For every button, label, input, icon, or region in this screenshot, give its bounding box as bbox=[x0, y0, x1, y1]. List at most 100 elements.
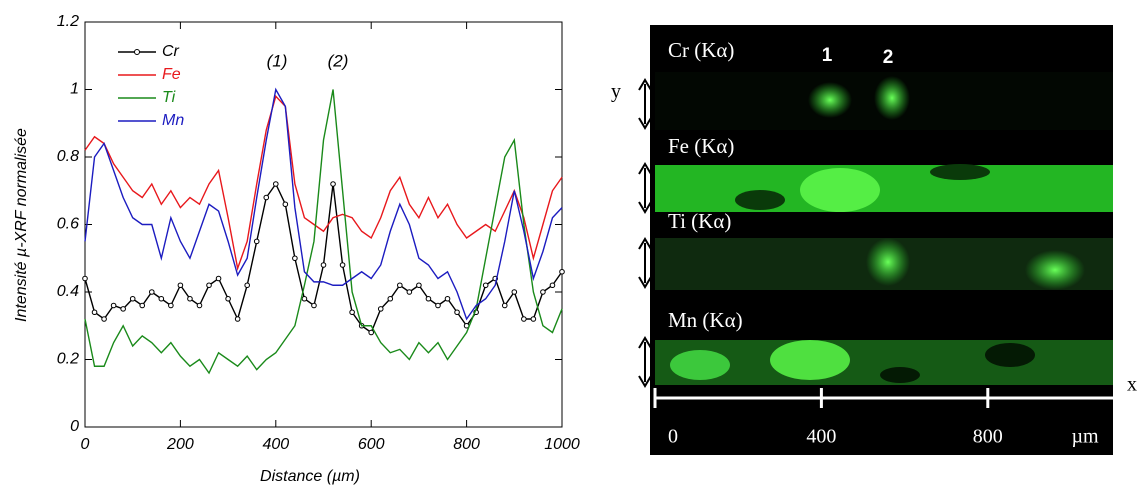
data-point bbox=[273, 181, 279, 187]
annotation: (1) bbox=[267, 51, 288, 70]
data-point bbox=[187, 295, 193, 302]
spot-label: 1 bbox=[822, 45, 833, 66]
legend-label: Mn bbox=[162, 112, 184, 129]
data-point bbox=[320, 262, 327, 268]
x-tick-label: 600 bbox=[358, 436, 385, 453]
data-point bbox=[148, 289, 155, 295]
data-point bbox=[215, 275, 222, 282]
ti-spot bbox=[1025, 250, 1085, 290]
data-point bbox=[91, 309, 98, 316]
mn-bright bbox=[670, 350, 730, 380]
data-point bbox=[196, 302, 203, 309]
data-point bbox=[454, 309, 460, 316]
data-point bbox=[139, 302, 146, 309]
data-point bbox=[301, 295, 308, 302]
scale-unit: µm bbox=[1071, 426, 1099, 448]
y-axis-label: Intensité µ-XRF normalisée bbox=[13, 128, 30, 322]
strip-label: Mn (Kα) bbox=[668, 308, 743, 332]
legend-label: Fe bbox=[162, 66, 181, 83]
data-point bbox=[482, 282, 489, 289]
x-axis-label: Distance (µm) bbox=[260, 468, 360, 485]
y-direction-label: y bbox=[611, 81, 621, 103]
cr-spot bbox=[808, 82, 852, 118]
data-point bbox=[339, 262, 346, 268]
data-point bbox=[292, 255, 298, 262]
legend-label: Cr bbox=[162, 43, 180, 60]
fe-dark bbox=[735, 190, 785, 210]
data-point bbox=[521, 316, 527, 322]
data-point bbox=[377, 306, 384, 312]
data-point bbox=[444, 295, 451, 302]
data-point bbox=[330, 181, 336, 187]
data-point bbox=[129, 295, 136, 302]
data-point bbox=[416, 282, 422, 289]
xrf-map-panel: Cr (Kα) Fe (Kα) Ti (Kα) Mn (Kα) 1 2 µm bbox=[650, 25, 1113, 455]
strip-label: Fe (Kα) bbox=[668, 134, 734, 158]
scale-label: 0 bbox=[668, 426, 678, 448]
data-point bbox=[387, 295, 394, 302]
data-point bbox=[559, 268, 565, 275]
data-point bbox=[501, 302, 508, 309]
data-point bbox=[435, 302, 441, 309]
data-point bbox=[540, 289, 546, 295]
data-point bbox=[368, 329, 375, 336]
spot-label: 2 bbox=[883, 47, 894, 68]
data-point bbox=[511, 289, 518, 295]
data-point bbox=[282, 201, 289, 208]
ti-spot bbox=[866, 238, 910, 286]
data-point bbox=[234, 316, 241, 322]
mn-bright bbox=[770, 340, 850, 380]
data-point bbox=[206, 282, 212, 289]
data-point bbox=[425, 295, 432, 302]
mn-dark bbox=[985, 343, 1035, 367]
y-tick-label: 0 bbox=[70, 418, 79, 435]
scale-label: 400 bbox=[806, 426, 836, 448]
scale-label: 800 bbox=[973, 426, 1003, 448]
y-tick-label: 1 bbox=[70, 81, 79, 98]
x-direction-label: x bbox=[1127, 374, 1137, 396]
data-point bbox=[406, 289, 413, 295]
data-point bbox=[120, 306, 126, 312]
y-tick-label: 0.4 bbox=[57, 283, 79, 300]
y-tick-label: 0.2 bbox=[57, 351, 79, 368]
mn-dark bbox=[880, 367, 920, 383]
x-tick-label: 1000 bbox=[544, 436, 580, 453]
data-point bbox=[244, 282, 250, 289]
y-tick-label: 0.8 bbox=[57, 148, 79, 165]
arrow-head bbox=[638, 336, 652, 388]
strip-label: Ti (Kα) bbox=[668, 209, 731, 233]
arrow-head bbox=[638, 237, 652, 289]
strip-arrows bbox=[638, 78, 652, 388]
data-point bbox=[82, 275, 88, 282]
series-line bbox=[84, 182, 563, 334]
x-tick-label: 0 bbox=[81, 436, 90, 453]
fe-map bbox=[655, 165, 1113, 212]
data-point bbox=[397, 282, 403, 289]
series-line bbox=[84, 89, 563, 375]
x-tick-label: 200 bbox=[166, 436, 194, 453]
data-point bbox=[349, 309, 355, 316]
data-point bbox=[225, 295, 231, 302]
data-point bbox=[253, 238, 260, 245]
cr-spot bbox=[874, 76, 910, 120]
arrow-head bbox=[638, 78, 652, 130]
data-point bbox=[177, 282, 184, 289]
series-line bbox=[84, 94, 563, 272]
x-tick-label: 400 bbox=[262, 436, 289, 453]
annotation: (2) bbox=[328, 51, 349, 70]
data-point bbox=[101, 316, 107, 322]
fe-bright bbox=[800, 168, 880, 212]
y-tick-label: 0.6 bbox=[57, 216, 79, 233]
y-tick-label: 1.2 bbox=[57, 13, 79, 30]
data-point bbox=[549, 282, 556, 289]
legend-marker bbox=[134, 49, 140, 55]
data-point bbox=[158, 295, 165, 302]
series-line bbox=[84, 87, 563, 321]
x-tick-label: 800 bbox=[453, 436, 480, 453]
fe-dark bbox=[930, 164, 990, 180]
strip-label: Cr (Kα) bbox=[668, 38, 734, 62]
data-point bbox=[530, 316, 537, 322]
plot-frame bbox=[84, 21, 563, 428]
data-point bbox=[311, 302, 317, 309]
